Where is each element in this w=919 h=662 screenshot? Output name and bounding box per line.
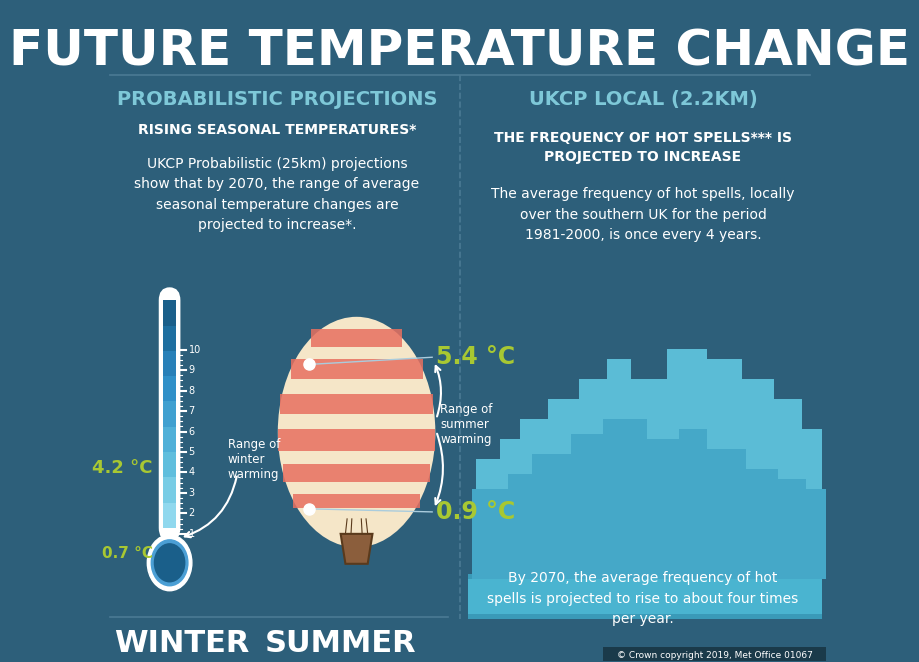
Bar (579, 379, 607, 579)
Text: 0.9 °C: 0.9 °C (436, 500, 515, 524)
Bar (163, 452, 176, 477)
Bar (801, 429, 822, 579)
Bar (163, 326, 176, 351)
Text: 0.7 °C: 0.7 °C (102, 546, 153, 561)
Bar (519, 419, 547, 579)
Text: RISING SEASONAL TEMPERATURES*: RISING SEASONAL TEMPERATURES* (138, 122, 415, 137)
Bar (278, 429, 435, 451)
Polygon shape (340, 534, 372, 564)
Text: Range of
winter
warming: Range of winter warming (227, 438, 279, 481)
Bar (163, 376, 176, 401)
Text: 6: 6 (188, 426, 195, 436)
Bar (471, 489, 507, 579)
Text: © Crown copyright 2019, Met Office 01067: © Crown copyright 2019, Met Office 01067 (616, 651, 811, 660)
Circle shape (147, 535, 192, 591)
Text: 1: 1 (188, 529, 195, 539)
Bar (777, 479, 805, 579)
Bar (163, 401, 176, 427)
Text: 7: 7 (188, 406, 195, 416)
Circle shape (646, 374, 733, 484)
Bar (547, 399, 579, 579)
Text: 9: 9 (188, 365, 195, 375)
Bar (280, 394, 433, 414)
Text: WINTER: WINTER (114, 629, 249, 658)
Bar (805, 489, 825, 579)
Bar (531, 454, 571, 579)
Text: Range of
summer
warming: Range of summer warming (439, 402, 492, 446)
Text: UKCP Probabilistic (25km) projections
show that by 2070, the range of average
se: UKCP Probabilistic (25km) projections sh… (134, 157, 419, 232)
Bar (311, 329, 402, 348)
Text: UKCP LOCAL (2.2KM): UKCP LOCAL (2.2KM) (528, 90, 756, 109)
Bar (666, 350, 706, 579)
Text: 4.2 °C: 4.2 °C (92, 459, 153, 477)
Bar (163, 477, 176, 502)
Circle shape (151, 540, 187, 586)
Bar (706, 449, 745, 579)
Bar (603, 419, 646, 579)
Bar (163, 427, 176, 452)
Bar (630, 379, 666, 579)
Bar (742, 379, 774, 579)
Text: 8: 8 (188, 386, 195, 396)
Text: The average frequency of hot spells, locally
over the southern UK for the period: The average frequency of hot spells, loc… (491, 187, 794, 242)
Text: 5: 5 (188, 447, 195, 457)
Bar (283, 464, 430, 482)
Text: 5.4 °C: 5.4 °C (436, 346, 515, 369)
Text: 2: 2 (188, 508, 195, 518)
Bar (499, 439, 519, 579)
Bar (475, 459, 499, 579)
Circle shape (154, 544, 185, 582)
Bar (290, 359, 422, 379)
Bar (706, 359, 742, 579)
Text: FUTURE TEMPERATURE CHANGE: FUTURE TEMPERATURE CHANGE (9, 28, 910, 76)
Text: SUMMER: SUMMER (265, 629, 416, 658)
Text: THE FREQUENCY OF HOT SPELLS*** IS
PROJECTED TO INCREASE: THE FREQUENCY OF HOT SPELLS*** IS PROJEC… (494, 131, 791, 164)
Bar (507, 474, 531, 579)
Text: PROBABILISTIC PROJECTIONS: PROBABILISTIC PROJECTIONS (117, 90, 437, 109)
Text: 3: 3 (188, 488, 195, 498)
Bar (678, 429, 706, 579)
Bar (468, 579, 822, 614)
Bar (163, 301, 176, 326)
Bar (468, 574, 822, 619)
Bar (163, 502, 176, 528)
Bar (293, 494, 419, 508)
Ellipse shape (278, 317, 435, 547)
Text: 4: 4 (188, 467, 195, 477)
FancyBboxPatch shape (161, 289, 178, 539)
Bar (774, 399, 801, 579)
Bar (607, 359, 630, 579)
Bar (571, 434, 603, 579)
Text: 10: 10 (188, 345, 200, 355)
Bar (646, 439, 678, 579)
Text: By 2070, the average frequency of hot
spells is projected to rise to about four : By 2070, the average frequency of hot sp… (487, 571, 798, 626)
Bar (603, 647, 825, 662)
Bar (745, 469, 777, 579)
Bar (163, 351, 176, 376)
